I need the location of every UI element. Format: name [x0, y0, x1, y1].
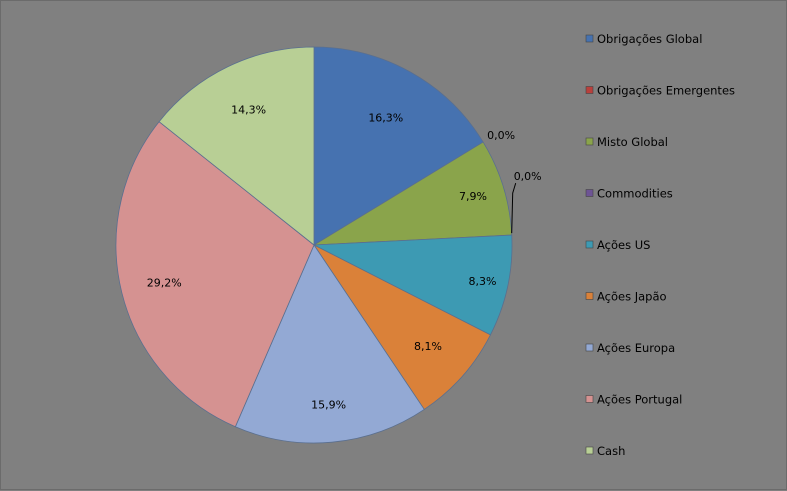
data-label-obrigacoes-global: 16,3% [368, 111, 403, 124]
data-label-cash: 14,3% [231, 104, 266, 117]
pie-slice-acoes-japao [312, 243, 491, 411]
legend-label-obrigacoes-global: Obrigações Global [597, 32, 702, 46]
legend-label-acoes-portugal: Ações Portugal [597, 393, 682, 407]
legend-swatch-acoes-portugal [585, 395, 594, 403]
legend-swatch-commodities [585, 189, 594, 197]
pie-slice-obrigacoes-global [313, 46, 484, 246]
legend-swatch-acoes-us [585, 240, 594, 249]
pie-slice-acoes-portugal [115, 121, 315, 428]
data-label-acoes-europa: 15,9% [311, 399, 346, 412]
data-label-commodities: 0,0% [514, 170, 542, 183]
data-label-acoes-portugal: 29,2% [147, 277, 182, 290]
pie-slice-cash [158, 46, 315, 246]
legend-swatch-acoes-japao [585, 292, 594, 300]
data-label-misto-global: 7,9% [459, 190, 487, 203]
legend-label-acoes-japao: Ações Japão [597, 290, 667, 304]
data-label-acoes-japao: 8,1% [414, 340, 442, 353]
legend-label-acoes-us: Ações US [597, 238, 650, 252]
legend-swatch-misto-global [585, 137, 594, 146]
pie-slice-acoes-europa [234, 244, 425, 444]
legend-label-cash: Cash [597, 444, 625, 458]
leader-line-commodities [511, 182, 517, 234]
legend-label-acoes-europa: Ações Europa [597, 341, 675, 355]
legend-swatch-cash [585, 446, 594, 455]
legend-label-obrigacoes-emergentes: Obrigações Emergentes [597, 84, 735, 98]
legend-label-commodities: Commodities [597, 187, 673, 201]
pie-slice-acoes-us [312, 234, 513, 336]
data-label-obrigacoes-emergentes: 0,0% [487, 129, 515, 142]
pie-slice-misto-global [313, 141, 513, 246]
legend-swatch-obrigacoes-global [585, 34, 594, 43]
legend-swatch-acoes-europa [585, 343, 594, 352]
legend-swatch-obrigacoes-emergentes [585, 86, 594, 94]
legend-label-misto-global: Misto Global [597, 135, 668, 149]
data-label-acoes-us: 8,3% [469, 275, 497, 288]
